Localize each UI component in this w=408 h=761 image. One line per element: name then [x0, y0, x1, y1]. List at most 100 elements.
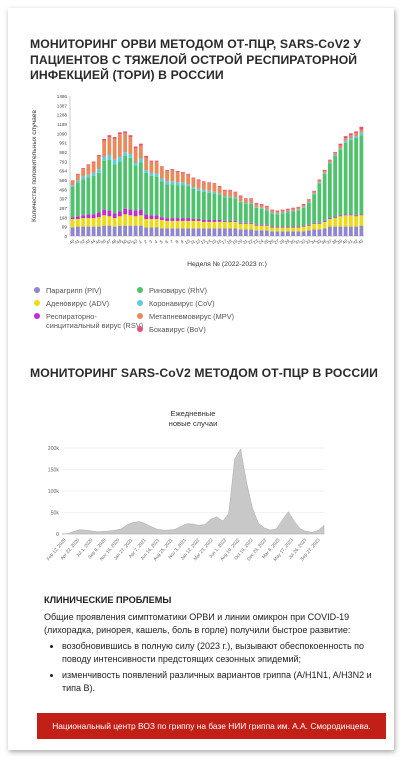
bar-segment	[133, 165, 138, 211]
bar-segment	[306, 225, 311, 231]
bar-segment	[123, 208, 128, 215]
bar-segment	[112, 226, 117, 236]
bar-segment	[249, 222, 254, 224]
bar-segment	[217, 221, 222, 229]
bar-segment	[228, 220, 233, 222]
bar-segment	[91, 175, 96, 215]
bar-segment	[117, 216, 122, 226]
bar-segment	[296, 210, 301, 227]
bar-segment	[138, 209, 143, 216]
bar-segment	[196, 228, 201, 236]
bar-segment	[259, 207, 264, 209]
bar-segment	[306, 224, 311, 226]
bar-segment	[70, 185, 75, 188]
bar-segment	[285, 231, 290, 236]
y-tick-label: 99	[62, 225, 68, 230]
legend-label: Риновирус (RhV)	[149, 286, 207, 295]
bar-segment	[159, 166, 164, 168]
bar-segment	[301, 203, 306, 205]
bar-segment	[317, 183, 322, 223]
bar-segment	[128, 137, 133, 155]
bar-segment	[207, 228, 212, 236]
bar-segment	[233, 197, 238, 199]
bar-segment	[354, 131, 359, 134]
y-tick-label: 1288	[57, 113, 68, 118]
bar-segment	[233, 191, 238, 193]
x-tick-label: 8	[175, 239, 180, 245]
bar-segment	[154, 173, 159, 177]
bar-segment	[96, 154, 101, 156]
bar-segment	[359, 132, 364, 136]
x-tick-label: 29	[284, 238, 291, 245]
bar-segment	[196, 179, 201, 181]
bar-segment	[212, 193, 217, 220]
bar-segment	[191, 219, 196, 221]
bar-segment	[280, 212, 285, 214]
bar-segment	[285, 212, 290, 227]
bar-segment	[275, 214, 280, 227]
bar-segment	[70, 180, 75, 182]
bar-segment	[233, 220, 238, 222]
bar-segment	[186, 220, 191, 229]
bar-segment	[306, 200, 311, 203]
bar-segment	[354, 216, 359, 227]
bar-segment	[91, 214, 96, 219]
legend-swatch	[137, 287, 143, 293]
bar-segment	[354, 226, 359, 236]
bar-segment	[296, 206, 301, 208]
bar-segment	[70, 187, 75, 218]
bar-segment	[333, 152, 338, 154]
x-tick-label: 17	[221, 238, 228, 245]
bar-segment	[254, 224, 259, 226]
bar-segment	[327, 163, 332, 219]
x-tick-label: 33	[305, 238, 312, 245]
x-axis-label: Неделя № (2022-2023 гг.)	[187, 261, 267, 268]
bar-segment	[264, 206, 269, 210]
bar-segment	[81, 226, 86, 236]
bar-segment	[359, 135, 364, 215]
bar-segment	[222, 220, 227, 222]
x-tick-label: 41	[347, 238, 354, 245]
bar-segment	[186, 173, 191, 175]
legend-swatch	[34, 300, 40, 306]
y-tick-label: 595	[59, 178, 67, 183]
bar-segment	[327, 162, 332, 164]
x-tick-label: 42	[79, 238, 86, 245]
bar-segment	[112, 164, 117, 214]
legend-item: Бокавирус (BoV)	[137, 325, 257, 334]
bar-segment	[149, 175, 154, 216]
y-tick-label: 0	[56, 532, 59, 538]
bar-segment	[112, 159, 117, 165]
bar-segment	[102, 160, 107, 210]
bar-segment	[212, 184, 217, 192]
infographic-card: МОНИТОРИНГ ОРВИ МЕТОДОМ ОТ-ПЦР, SARS-CoV…	[8, 8, 394, 750]
bar-segment	[217, 187, 222, 194]
bar-segment	[343, 214, 348, 216]
bar-segment	[280, 213, 285, 227]
x-tick-label: 22	[247, 238, 254, 245]
bar-segment	[91, 218, 96, 227]
bar-segment	[133, 210, 138, 217]
bar-segment	[112, 213, 117, 219]
bar-segment	[348, 138, 353, 140]
y-tick-label: 198	[59, 215, 67, 220]
bar-segment	[149, 160, 154, 162]
x-tick-label: 23	[252, 238, 259, 245]
bar-segment	[343, 138, 348, 141]
bar-segment	[249, 203, 254, 204]
bar-segment	[254, 203, 259, 207]
bar-segment	[238, 201, 243, 203]
bar-segment	[175, 218, 180, 221]
bar-segment	[207, 183, 212, 191]
chart1-title: МОНИТОРИНГ ОРВИ МЕТОДОМ ОТ-ПЦР, SARS-CoV…	[30, 37, 361, 82]
bar-segment	[280, 226, 285, 228]
x-tick-label: 43	[84, 238, 91, 245]
bar-segment	[301, 204, 306, 207]
bar-segment	[117, 132, 122, 135]
bar-segment	[301, 226, 306, 232]
bar-segment	[75, 182, 80, 217]
bar-segment	[180, 220, 185, 229]
bar-segment	[291, 231, 296, 236]
bar-segment	[280, 210, 285, 213]
bar-segment	[306, 199, 311, 201]
